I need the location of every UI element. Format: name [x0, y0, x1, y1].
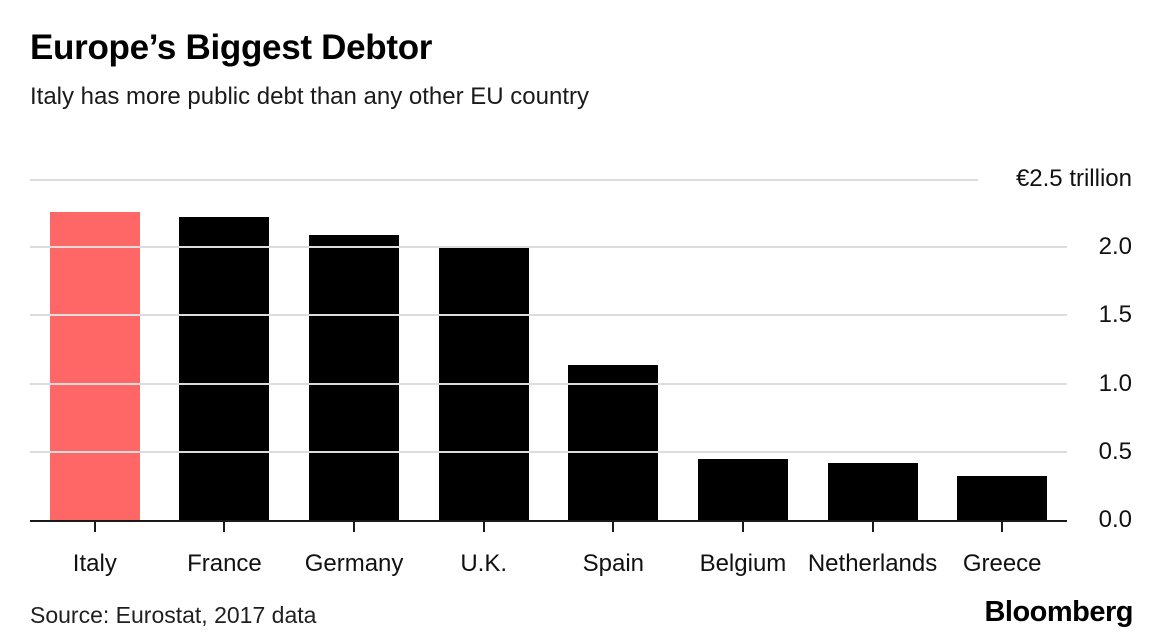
y-axis-label: 0.0 [1098, 506, 1132, 533]
chart-subtitle: Italy has more public debt than any othe… [30, 83, 589, 110]
x-axis-tick [482, 522, 485, 532]
x-axis-tick [741, 522, 744, 532]
x-axis-tick [353, 522, 356, 532]
bar-series [30, 179, 1067, 532]
gridline [30, 450, 1067, 453]
y-axis-label: 0.5 [1098, 437, 1132, 465]
bar-italy [49, 211, 140, 520]
bar-netherlands [827, 462, 918, 520]
y-axis-label: 1.0 [1098, 369, 1132, 397]
bar-greece [957, 476, 1048, 520]
source-note: Source: Eurostat, 2017 data [30, 602, 317, 628]
bar-slot-germany [289, 179, 419, 532]
gridline [30, 314, 1067, 317]
y-axis-label: €2.5 trillion [1015, 165, 1132, 192]
bar-slot-italy [30, 179, 160, 532]
x-axis-tick [871, 522, 874, 532]
bar-belgium [697, 458, 788, 520]
x-axis-label-spain: Spain [582, 550, 644, 577]
x-axis-tick [1001, 522, 1004, 532]
bar-spain [568, 364, 659, 520]
x-axis-label-france: France [187, 550, 262, 577]
x-axis-tick [93, 522, 96, 532]
y-axis-label: 2.0 [1098, 233, 1132, 261]
x-axis-label-netherlands: Netherlands [807, 550, 938, 577]
x-axis-label-italy: Italy [72, 550, 117, 577]
bloomberg-logo: Bloomberg [984, 596, 1133, 628]
gridline [30, 382, 1067, 385]
x-axis-label-belgium: Belgium [699, 550, 787, 577]
gridline [30, 246, 1067, 249]
gridline [30, 179, 978, 181]
x-axis-label-greece: Greece [962, 550, 1042, 577]
x-axis-tick [223, 522, 226, 532]
y-axis-label: 1.5 [1098, 301, 1132, 329]
x-axis-tick [612, 522, 615, 532]
x-axis-label-uk: U.K. [460, 550, 508, 577]
plot-area [30, 179, 1067, 532]
bar-france [179, 217, 270, 520]
bar-slot-belgium [678, 179, 808, 532]
bar-slot-uk [419, 179, 549, 532]
bar-slot-netherlands [808, 179, 938, 532]
bar-germany [309, 234, 400, 520]
bar-slot-greece [937, 179, 1067, 532]
chart-title: Europe’s Biggest Debtor [30, 28, 433, 67]
bar-slot-france [160, 179, 290, 532]
x-axis-label-germany: Germany [304, 550, 404, 577]
bar-slot-spain [549, 179, 679, 532]
x-axis-labels: Italy France Germany U.K. Spain Belgium Nether… [30, 548, 1067, 580]
